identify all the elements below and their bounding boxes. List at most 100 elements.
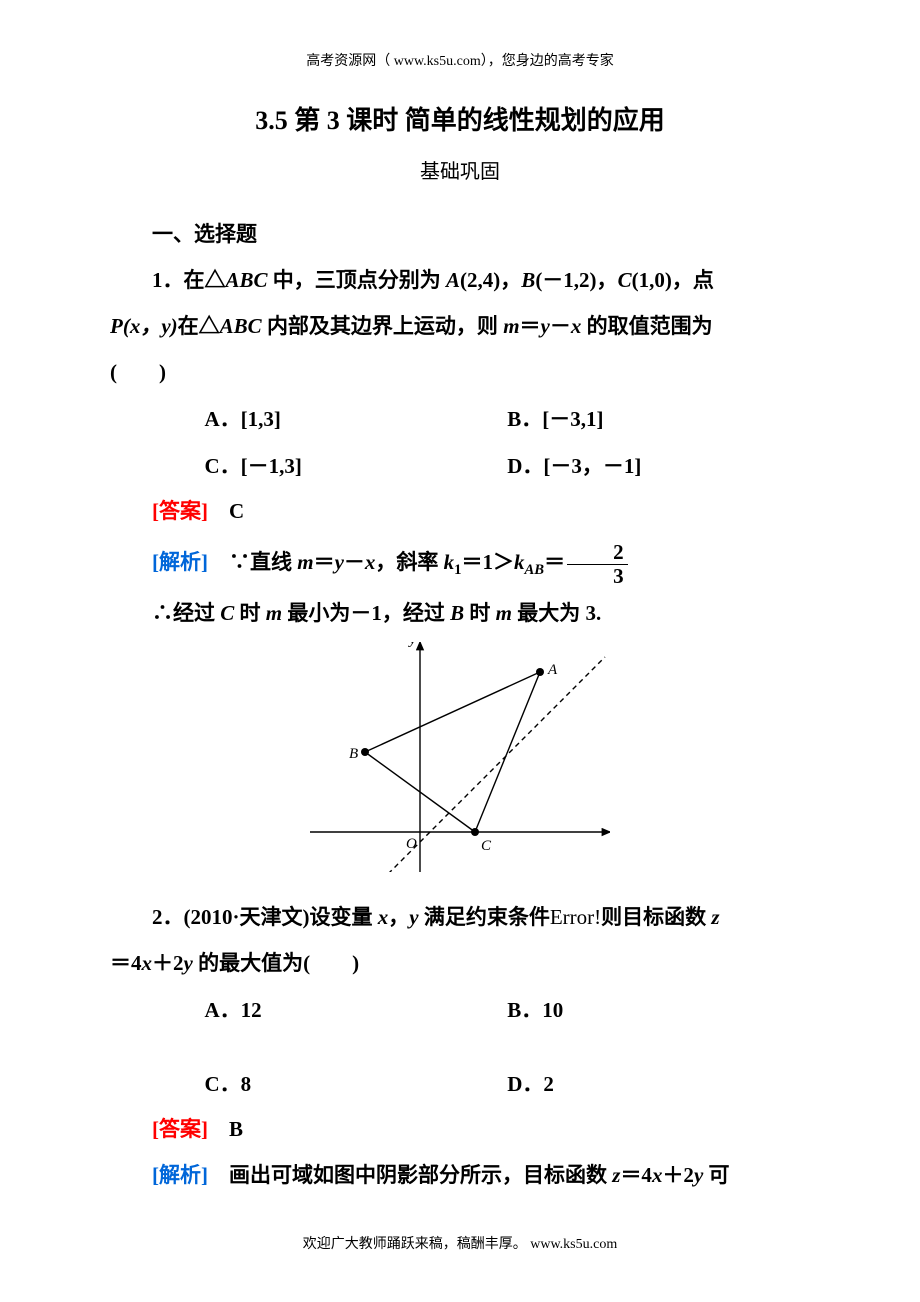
q2-choice-A-text: A．12: [205, 998, 262, 1022]
q1-t1: 1．在△: [152, 268, 226, 292]
q1-choices: A．[1,3] B．[－3,1] C．[－1,3] D．[－3，－1]: [205, 396, 811, 488]
q1-am: m: [297, 550, 313, 574]
q2-c1: ，: [388, 905, 409, 929]
q1-aeq2: ＝1＞: [462, 550, 515, 574]
q1-Cc: (1,0)，点: [632, 268, 714, 292]
q1-choice-B: B．[－3,1]: [507, 396, 810, 442]
q1-a1a: ∵直线: [208, 550, 297, 574]
q2-b: 满足约束条件: [419, 905, 550, 929]
q1-m: m: [503, 314, 519, 338]
svg-text:y: y: [407, 642, 416, 648]
q2-choices-row2: C．8 D．2: [205, 1061, 811, 1107]
q1-a2a: ∴经过: [152, 601, 220, 625]
q1-k1: k: [444, 550, 455, 574]
q2-an-b: 可: [703, 1163, 729, 1187]
q1-choice-C-text: C．[－1,3]: [205, 454, 302, 478]
page-header: 高考资源网（ www.ks5u.com），您身边的高考专家: [110, 50, 810, 70]
q2-choice-gap: [110, 1033, 810, 1061]
q2-l2b: ＋2: [152, 951, 184, 975]
q2-c: 则目标函数: [601, 905, 711, 929]
answer-label-2: [答案]: [152, 1117, 208, 1141]
frac-den: 3: [567, 564, 628, 587]
answer-label: [答案]: [152, 499, 208, 523]
q2-stem-line1: 2．(2010·天津文)设变量 x，y 满足约束条件Error!则目标函数 z: [110, 895, 810, 939]
q2-choice-D: D．2: [507, 1061, 810, 1107]
q1-am3: m: [496, 601, 512, 625]
q1-aC: C: [220, 601, 234, 625]
q1-aeq: ＝: [314, 550, 335, 574]
q2-choices-row1: A．12 B．10: [205, 987, 811, 1033]
fraction: 23: [567, 541, 628, 586]
q1-stem-line1: 1．在△ABC 中，三顶点分别为 A(2,4)，B(－1,2)，C(1,0)，点: [110, 258, 810, 302]
q1-Ac: (2,4)，: [460, 268, 521, 292]
q1-answer: C: [208, 499, 244, 523]
q1-Bc: (－1,2)，: [535, 268, 617, 292]
q2-l2y: y: [184, 951, 193, 975]
q1-a2c: 最小为－1，经过: [282, 601, 450, 625]
q1-choice-C: C．[－1,3]: [205, 443, 508, 489]
q1-tail: 的取值范围为: [581, 314, 712, 338]
q1-mid: 在△: [178, 314, 220, 338]
q2-stem-line2: ＝4x＋2y 的最大值为( ): [110, 941, 810, 985]
q1-aeq3: ＝: [544, 550, 565, 574]
q1-amin: －: [344, 550, 365, 574]
svg-text:O: O: [406, 836, 417, 852]
q2-error: Error!: [550, 905, 601, 929]
q2-y: y: [409, 905, 418, 929]
q2-choice-D-text: D．2: [507, 1072, 554, 1096]
q1-aB: B: [450, 601, 464, 625]
q1-a2e: 最大为 3.: [512, 601, 601, 625]
q1-choice-B-text: B．[－3,1]: [507, 407, 603, 431]
q2-answer-line: [答案] B: [110, 1107, 810, 1151]
svg-text:C: C: [481, 838, 492, 854]
q1-kAB: k: [514, 550, 525, 574]
q1-x: x: [571, 314, 582, 338]
q2-choice-B-text: B．10: [507, 998, 563, 1022]
q1-kABsub: AB: [525, 562, 545, 578]
q1-xy: (x，y): [123, 314, 178, 338]
analysis-label-2: [解析]: [152, 1163, 208, 1187]
q1-B: B: [521, 268, 535, 292]
q1-t2: 中，三顶点分别为: [268, 268, 447, 292]
q1-abc1: ABC: [226, 268, 268, 292]
q2-choice-A: A．12: [205, 987, 508, 1033]
svg-text:A: A: [547, 662, 558, 678]
q1-paren: ( ): [110, 360, 166, 384]
svg-text:B: B: [349, 746, 358, 762]
q1-answer-line: [答案] C: [110, 489, 810, 533]
document-subtitle: 基础巩固: [110, 155, 810, 184]
page-footer: 欢迎广大教师踊跃来稿，稿酬丰厚。 www.ks5u.com: [110, 1233, 810, 1253]
q2-l2a: ＝4: [110, 951, 142, 975]
q1-ay: y: [335, 550, 344, 574]
q2-an-y: y: [694, 1163, 703, 1187]
q2-choice-C: C．8: [205, 1061, 508, 1107]
q2-l2x: x: [142, 951, 153, 975]
q1-y: y: [541, 314, 550, 338]
triangle-graph: yxOABC: [310, 642, 610, 872]
page: 高考资源网（ www.ks5u.com），您身边的高考专家 3.5 第 3 课时…: [0, 0, 920, 1293]
q1-am2: m: [266, 601, 282, 625]
document-title: 3.5 第 3 课时 简单的线性规划的应用: [110, 100, 810, 137]
q2-choice-C-text: C．8: [205, 1072, 252, 1096]
q1-choice-A: A．[1,3]: [205, 396, 508, 442]
q1-P: P: [110, 314, 123, 338]
q1-analysis-line1: [解析] ∵直线 m＝y－x，斜率 k1＝1＞kAB＝23: [110, 535, 810, 590]
q1-analysis-line2: ∴经过 C 时 m 最小为－1，经过 B 时 m 最大为 3.: [110, 591, 810, 635]
q1-k1sub: 1: [454, 562, 461, 578]
q1-ax: x: [365, 550, 376, 574]
q1-abc2: ABC: [220, 314, 262, 338]
q2-an-plus: ＋2: [662, 1163, 694, 1187]
q2-a: 2．(2010·天津文)设变量: [152, 905, 378, 929]
q1-choice-A-text: A．[1,3]: [205, 407, 281, 431]
q2-z: z: [711, 905, 719, 929]
q2-x: x: [378, 905, 389, 929]
analysis-label: [解析]: [152, 550, 208, 574]
q1-a1b: ，斜率: [375, 550, 443, 574]
q1-A: A: [446, 268, 460, 292]
q2-an-x: x: [652, 1163, 663, 1187]
frac-num: 2: [567, 541, 628, 563]
q1-a2b: 时: [234, 601, 266, 625]
q1-min: －: [550, 314, 571, 338]
q2-analysis-line: [解析] 画出可域如图中阴影部分所示，目标函数 z＝4x＋2y 可: [110, 1153, 810, 1197]
q2-an-a: 画出可域如图中阴影部分所示，目标函数: [208, 1163, 612, 1187]
